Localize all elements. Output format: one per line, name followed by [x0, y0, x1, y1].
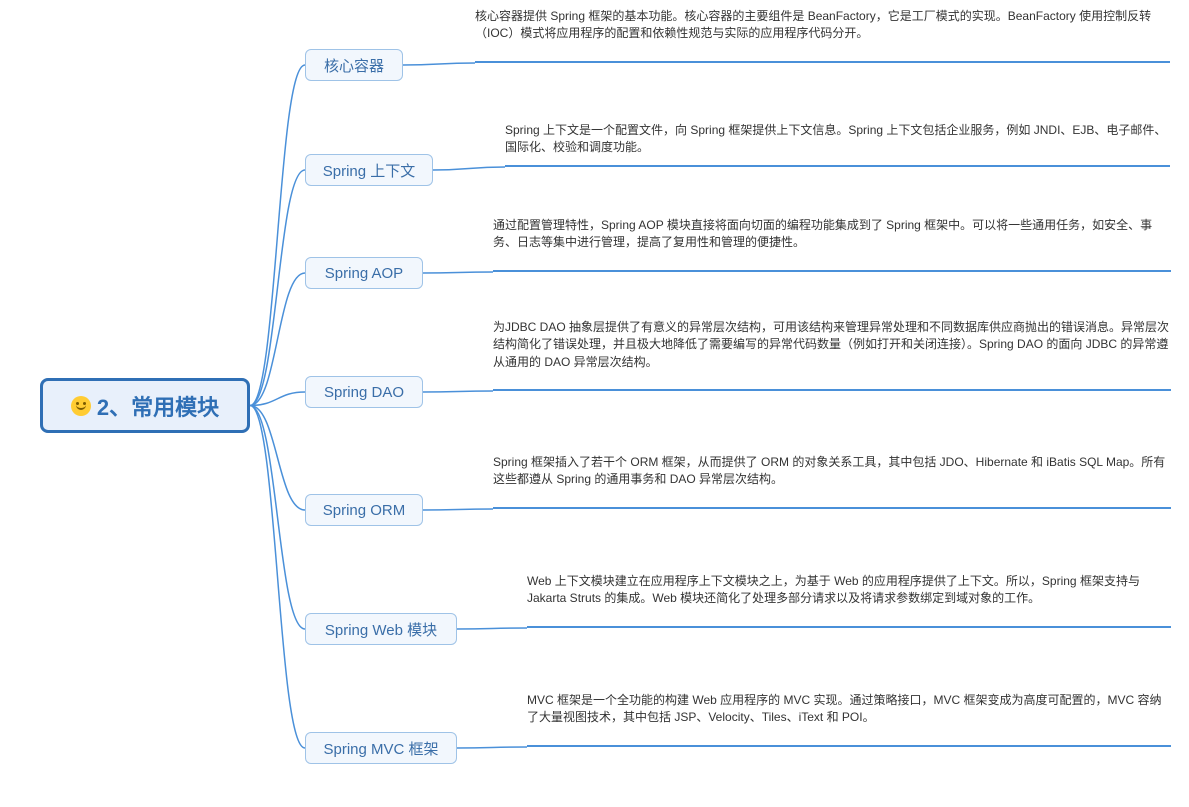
- leaf-orm: Spring 框架插入了若干个 ORM 框架，从而提供了 ORM 的对象关系工具…: [493, 454, 1171, 509]
- leaf-context: Spring 上下文是一个配置文件，向 Spring 框架提供上下文信息。Spr…: [505, 122, 1170, 167]
- leaf-text-aop: 通过配置管理特性，Spring AOP 模块直接将面向切面的编程功能集成到了 S…: [493, 218, 1152, 249]
- child-node-dao[interactable]: Spring DAO: [305, 376, 423, 408]
- child-node-aop[interactable]: Spring AOP: [305, 257, 423, 289]
- leaf-text-mvc: MVC 框架是一个全功能的构建 Web 应用程序的 MVC 实现。通过策略接口，…: [527, 693, 1161, 724]
- child-node-mvc[interactable]: Spring MVC 框架: [305, 732, 457, 764]
- child-node-orm[interactable]: Spring ORM: [305, 494, 423, 526]
- leaf-mvc: MVC 框架是一个全功能的构建 Web 应用程序的 MVC 实现。通过策略接口，…: [527, 692, 1171, 747]
- mindmap-canvas: 2、常用模块 核心容器 核心容器提供 Spring 框架的基本功能。核心容器的主要组…: [0, 0, 1189, 807]
- leaf-text-orm: Spring 框架插入了若干个 ORM 框架，从而提供了 ORM 的对象关系工具…: [493, 455, 1165, 486]
- leaf-aop: 通过配置管理特性，Spring AOP 模块直接将面向切面的编程功能集成到了 S…: [493, 217, 1171, 272]
- child-label-core: 核心容器: [324, 55, 384, 76]
- child-node-web[interactable]: Spring Web 模块: [305, 613, 457, 645]
- leaf-core: 核心容器提供 Spring 框架的基本功能。核心容器的主要组件是 BeanFac…: [475, 8, 1170, 63]
- leaf-text-core: 核心容器提供 Spring 框架的基本功能。核心容器的主要组件是 BeanFac…: [475, 9, 1151, 40]
- child-node-context[interactable]: Spring 上下文: [305, 154, 433, 186]
- leaf-text-context: Spring 上下文是一个配置文件，向 Spring 框架提供上下文信息。Spr…: [505, 123, 1166, 154]
- child-label-mvc: Spring MVC 框架: [323, 738, 438, 759]
- child-label-web: Spring Web 模块: [325, 619, 437, 640]
- child-label-aop: Spring AOP: [325, 265, 403, 282]
- child-label-context: Spring 上下文: [323, 160, 416, 181]
- leaf-dao: 为JDBC DAO 抽象层提供了有意义的异常层次结构，可用该结构来管理异常处理和…: [493, 319, 1171, 391]
- leaf-text-web: Web 上下文模块建立在应用程序上下文模块之上，为基于 Web 的应用程序提供了…: [527, 574, 1140, 605]
- child-label-orm: Spring ORM: [323, 502, 406, 519]
- root-node[interactable]: 2、常用模块: [40, 378, 250, 433]
- child-label-dao: Spring DAO: [324, 384, 404, 401]
- leaf-text-dao: 为JDBC DAO 抽象层提供了有意义的异常层次结构，可用该结构来管理异常处理和…: [493, 320, 1169, 369]
- leaf-web: Web 上下文模块建立在应用程序上下文模块之上，为基于 Web 的应用程序提供了…: [527, 573, 1171, 628]
- smile-icon: [71, 396, 91, 416]
- child-node-core[interactable]: 核心容器: [305, 49, 403, 81]
- root-label: 2、常用模块: [97, 390, 219, 422]
